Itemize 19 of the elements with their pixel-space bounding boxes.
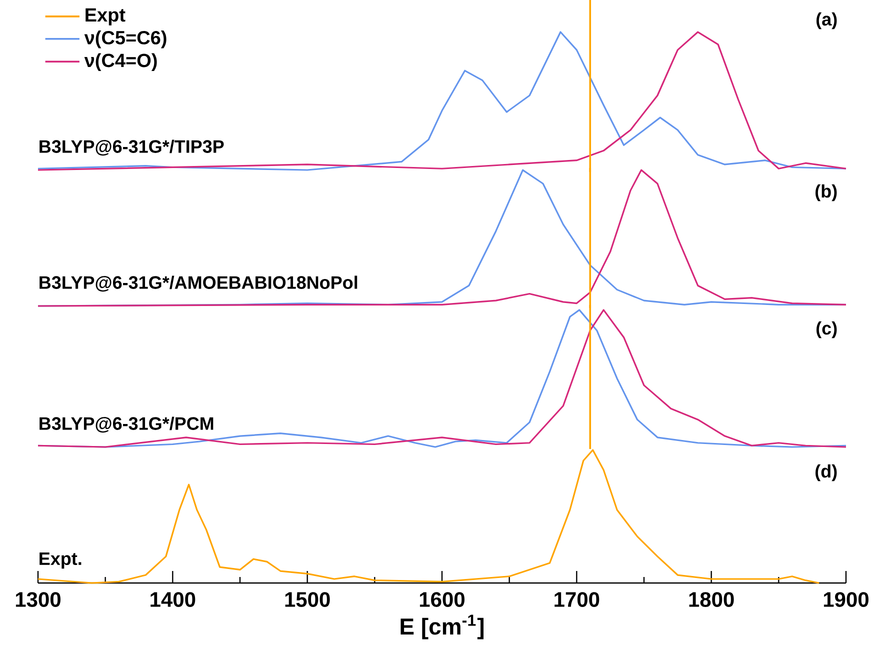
x-tick-label: 1600 (420, 592, 464, 607)
x-tick-label: 1700 (554, 592, 600, 607)
annotation: B3LYP@6-31G*/AMOEBABIO18NoPol (40, 276, 358, 292)
x-tick-label: 1300 (16, 592, 60, 607)
text: Expt (86, 8, 126, 26)
legend-label: ν(C4=O) (84, 53, 157, 71)
annotation: Expt. (40, 552, 82, 569)
annotation: B3LYP@6-31G*/TIP3P (40, 140, 224, 156)
x-axis-title: E [cm$^{-1}$] (400, 614, 484, 640)
legend-label: ν(C5=C6) (84, 30, 166, 48)
x-tick-label: 1800 (689, 592, 734, 607)
x-tick-label: 1500 (285, 592, 330, 607)
x-tick-label: 1400 (150, 592, 196, 607)
annotation: (b) (816, 184, 837, 202)
x-tick-label: 1900 (824, 592, 868, 607)
annotation: B3LYP@6-31G*/PCM (40, 416, 214, 433)
text: (a) (816, 12, 837, 30)
annotation: (d) (816, 464, 837, 482)
annotation: (c) (816, 321, 837, 338)
